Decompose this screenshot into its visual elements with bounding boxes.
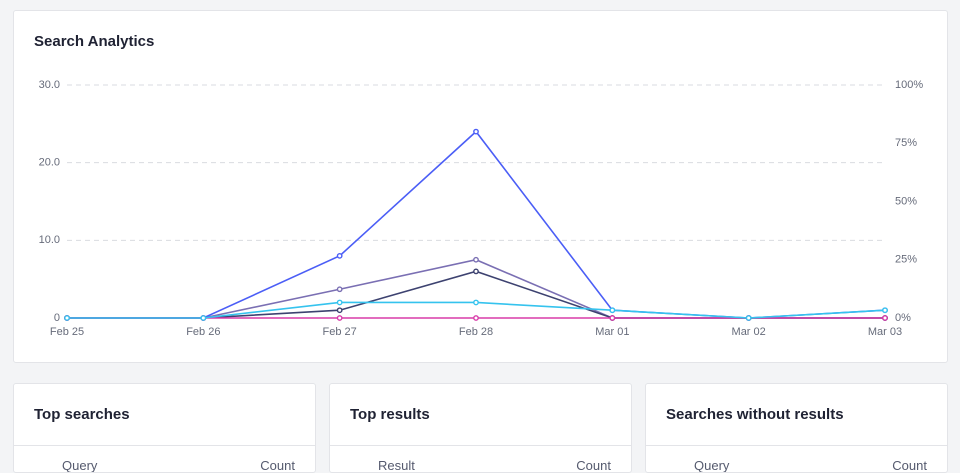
column-header: Count xyxy=(260,458,295,473)
panel-title: Top results xyxy=(350,406,430,423)
data-point xyxy=(336,252,343,259)
data-point xyxy=(200,315,207,321)
x-tick-label: Mar 01 xyxy=(595,326,629,338)
panel-card: Searches without results Query Count xyxy=(645,383,948,473)
chart-title: Search Analytics xyxy=(34,33,155,50)
y2-tick-label: 25% xyxy=(895,254,917,266)
y-tick-label: 0 xyxy=(54,312,60,324)
data-point xyxy=(745,315,752,321)
chart-card: Search Analytics xyxy=(13,10,948,363)
y2-tick-label: 50% xyxy=(895,195,917,207)
series-line xyxy=(67,270,885,319)
y2-tick-label: 0% xyxy=(895,312,911,324)
y-tick-label: 20.0 xyxy=(39,157,60,169)
x-tick-label: Feb 28 xyxy=(459,326,493,338)
data-point xyxy=(336,299,343,306)
divider xyxy=(330,445,631,446)
data-point xyxy=(473,299,479,306)
x-tick-label: Mar 02 xyxy=(732,326,766,338)
chart: 0 10.0 20.0 30.0 0% 25% 50% 75% 100% Feb 25 Feb 26… xyxy=(39,79,924,338)
data-point xyxy=(882,307,888,314)
data-point xyxy=(609,307,616,314)
data-point xyxy=(473,256,479,263)
data-point xyxy=(473,128,479,135)
panel-card: Top searches Query Count xyxy=(13,383,316,473)
page: Search Analytics 0 10.0 20.0 30.0 0% 25% 50% 75… xyxy=(13,10,948,473)
data-point xyxy=(336,315,343,321)
series-line xyxy=(67,258,885,319)
data-point xyxy=(473,315,479,321)
column-header: Count xyxy=(892,458,927,473)
y2-tick-label: 75% xyxy=(895,137,917,149)
column-header: Result xyxy=(378,458,415,473)
data-point xyxy=(882,315,888,321)
y2-tick-label: 100% xyxy=(895,79,923,91)
x-tick-label: Feb 27 xyxy=(323,326,357,338)
y-tick-label: 10.0 xyxy=(39,234,60,246)
panel-title: Searches without results xyxy=(666,406,844,423)
data-point xyxy=(609,315,616,321)
panel-card: Top results Result Count xyxy=(329,383,632,473)
panel-title: Top searches xyxy=(34,406,130,423)
column-header: Query xyxy=(62,458,98,473)
divider xyxy=(646,445,947,446)
x-tick-label: Feb 26 xyxy=(186,326,220,338)
data-point xyxy=(336,286,343,293)
column-header: Count xyxy=(576,458,611,473)
data-point xyxy=(336,307,343,314)
series-line xyxy=(67,130,886,319)
y-tick-label: 30.0 xyxy=(39,79,60,91)
x-tick-label: Mar 03 xyxy=(868,326,902,338)
data-point xyxy=(64,315,70,321)
data-point xyxy=(473,268,479,275)
column-header: Query xyxy=(694,458,730,473)
x-tick-label: Feb 25 xyxy=(50,326,84,338)
divider xyxy=(14,445,315,446)
